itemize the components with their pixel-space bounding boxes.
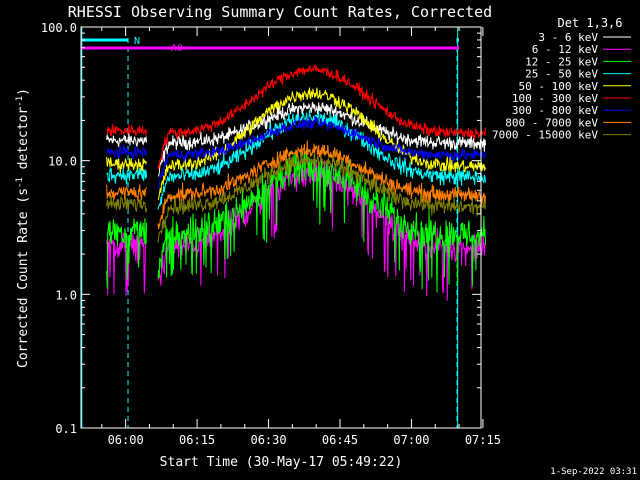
legend-label-3: 12 - 25 keV — [525, 55, 598, 68]
series-line-9-segment-1 — [106, 195, 148, 213]
series-line-4-segment-2 — [157, 109, 487, 210]
legend-label-5: 50 - 100 keV — [519, 80, 599, 93]
y-axis-label-sup1: -1 — [15, 177, 25, 188]
legend-label-8: 800 - 7000 keV — [505, 116, 598, 129]
y-tick-label-2: 10.0 — [48, 155, 77, 169]
legend-label-4: 25 - 50 keV — [525, 68, 598, 81]
y-axis: 0.1 1.0 10.0 100.0 — [41, 21, 481, 436]
series-line-5-segment-1 — [106, 156, 148, 173]
x-tick-label-0: 06:00 — [108, 433, 144, 447]
legend-label-1: 3 - 6 keV — [538, 31, 598, 44]
plot-area: N A0 — [81, 27, 487, 428]
series-line-1-segment-2 — [157, 101, 487, 177]
y-axis-label-mid: detector — [16, 107, 31, 178]
x-axis-label: Start Time (30-May-17 05:49:22) — [160, 455, 403, 470]
legend-label-6: 100 - 300 keV — [512, 92, 598, 105]
series-line-8-segment-2 — [157, 140, 487, 230]
y-axis-label-end: ) — [16, 88, 31, 96]
chart-title: RHESSI Observing Summary Count Rates, Co… — [68, 3, 492, 21]
y-tick-label-3: 100.0 — [41, 21, 77, 35]
series-line-9-segment-2 — [157, 151, 487, 243]
legend-title: Det 1,3,6 — [557, 16, 622, 30]
legend-label-9: 7000 - 15000 keV — [492, 129, 598, 142]
x-tick-label-5: 07:15 — [465, 433, 501, 447]
y-tick-label-0: 0.1 — [55, 422, 77, 436]
x-tick-label-4: 07:00 — [393, 433, 429, 447]
series-line-1-segment-1 — [106, 132, 148, 147]
series-line-6-segment-1 — [106, 122, 148, 136]
y-axis-label: Corrected Count Rate (s-1 detector-1) — [15, 88, 31, 368]
series-line-7-segment-1 — [106, 143, 148, 161]
x-tick-label-2: 06:30 — [250, 433, 286, 447]
plot-frame — [80, 26, 482, 429]
series-line-3-segment-2 — [157, 148, 487, 293]
attenuator-flag-label: A0 — [171, 43, 183, 54]
x-tick-label-1: 06:15 — [179, 433, 215, 447]
series-line-8-segment-1 — [106, 184, 148, 202]
x-axis: 06:00 06:15 06:30 06:45 07:00 07:15 — [101, 27, 501, 447]
series-line-2-segment-2 — [157, 160, 487, 301]
series-line-4-segment-1 — [106, 167, 148, 185]
legend-label-7: 300 - 800 keV — [512, 104, 598, 117]
timestamp: 1-Sep-2022 03:31 — [550, 467, 637, 477]
y-tick-label-1: 1.0 — [55, 288, 77, 302]
series-line-3-segment-1 — [106, 217, 148, 289]
series-line-7-segment-2 — [157, 115, 487, 190]
series-line-5-segment-2 — [157, 87, 487, 201]
legend-label-2: 6 - 12 keV — [532, 43, 599, 56]
night-flag-label: N — [134, 36, 140, 47]
y-axis-label-sup2: -1 — [15, 96, 25, 107]
y-axis-label-main: Corrected Count Rate (s — [16, 188, 31, 368]
x-tick-label-3: 06:45 — [322, 433, 358, 447]
series-line-6-segment-2 — [157, 64, 487, 170]
